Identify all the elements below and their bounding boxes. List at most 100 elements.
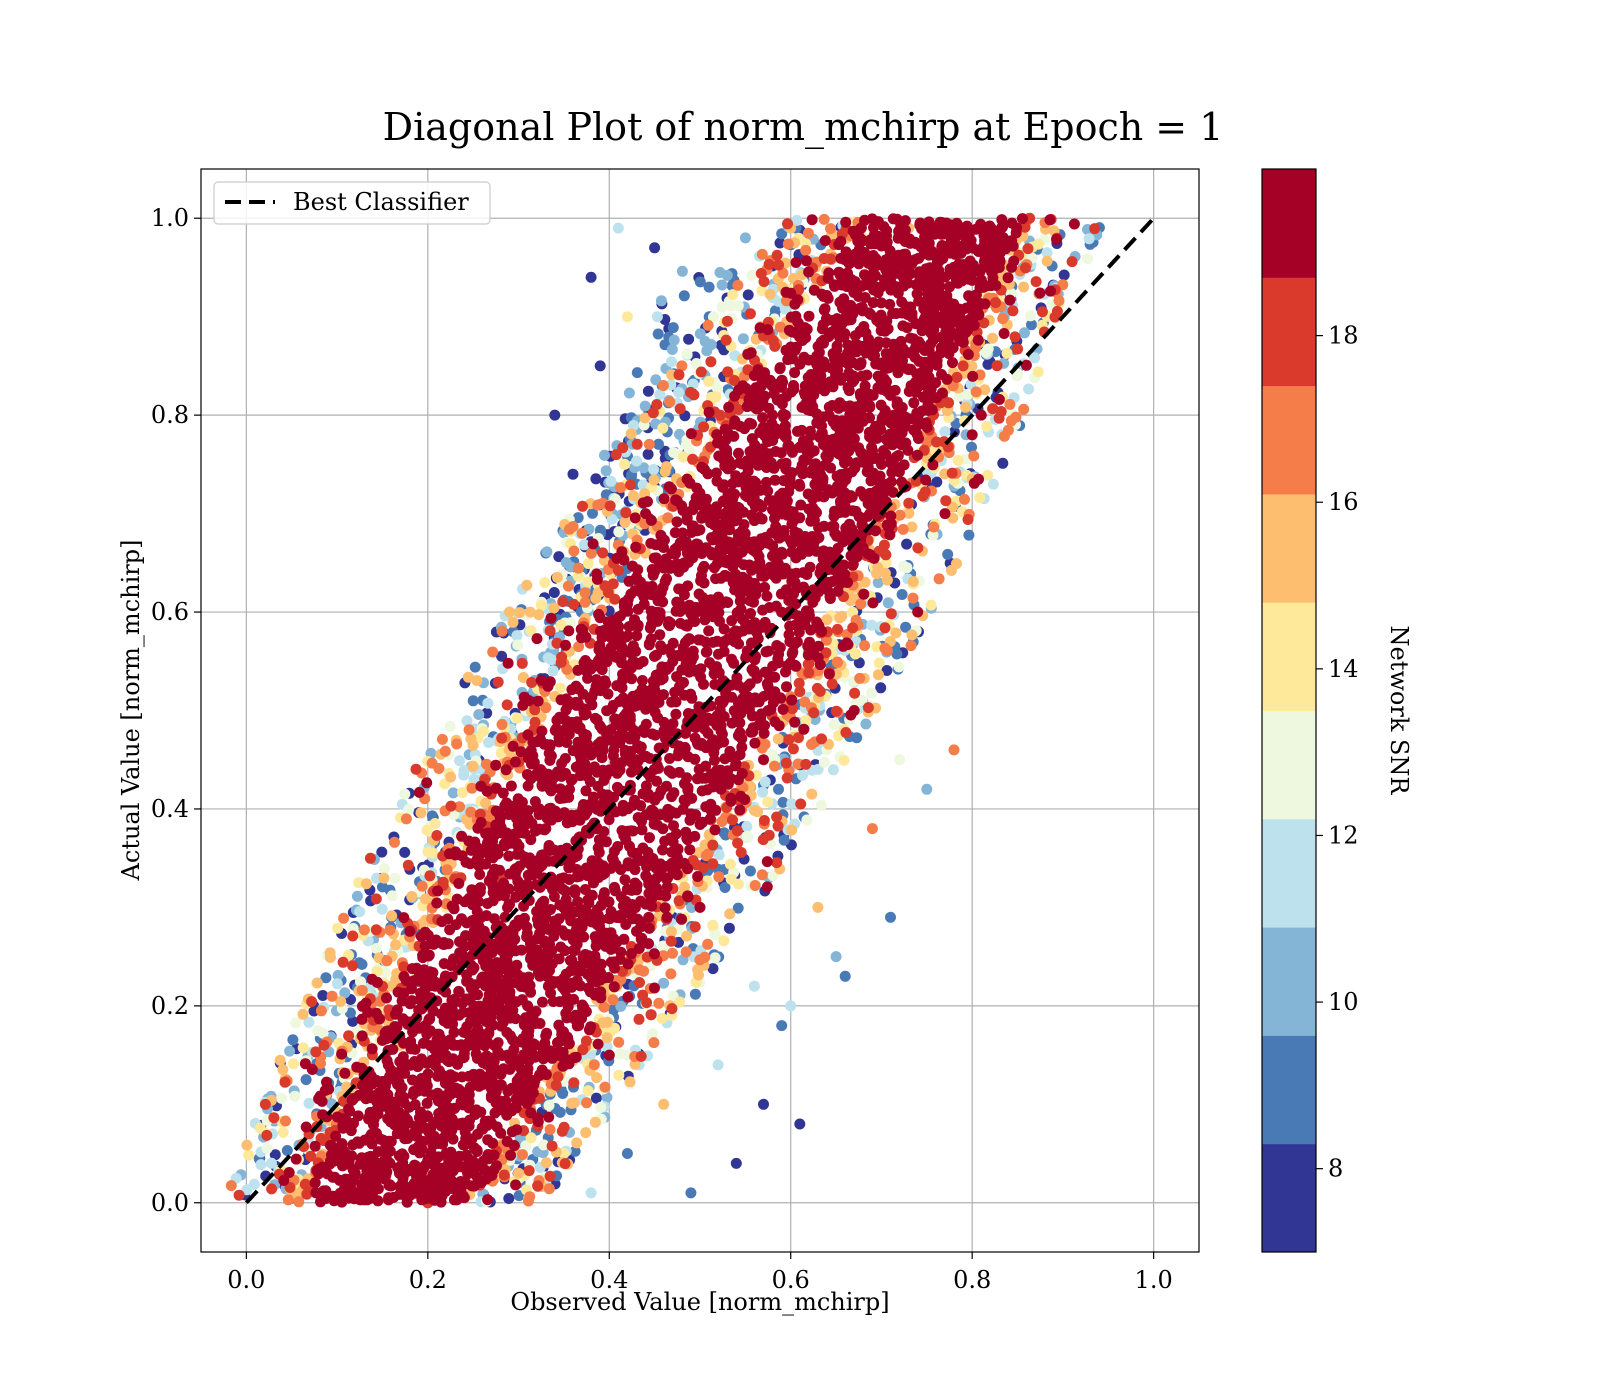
scatter-point <box>689 921 701 933</box>
scatter-point <box>654 629 666 641</box>
scatter-point <box>842 490 854 502</box>
scatter-point <box>594 360 606 372</box>
scatter-point <box>756 513 768 525</box>
scatter-point <box>700 850 712 862</box>
scatter-point <box>277 1126 289 1138</box>
scatter-point <box>625 766 637 778</box>
scatter-point <box>998 430 1010 442</box>
scatter-point <box>755 268 767 279</box>
scatter-point <box>514 607 526 619</box>
scatter-point <box>906 521 918 533</box>
scatter-point <box>471 675 483 686</box>
scatter-point <box>1029 352 1041 364</box>
scatter-point <box>656 1012 668 1024</box>
scatter-point <box>622 958 634 970</box>
scatter-point <box>749 805 760 816</box>
scatter-point <box>426 757 438 769</box>
scatter-point <box>940 495 952 507</box>
scatter-point <box>515 746 527 758</box>
scatter-point <box>866 687 878 699</box>
scatter-point <box>657 940 669 952</box>
scatter-point <box>823 668 835 680</box>
scatter-point <box>581 1097 593 1109</box>
scatter-point <box>284 1045 296 1057</box>
scatter-point <box>622 991 634 1003</box>
scatter-point <box>587 538 599 550</box>
scatter-point <box>480 797 492 809</box>
scatter-point <box>233 1189 245 1201</box>
scatter-point <box>496 719 508 730</box>
scatter-point <box>511 630 523 642</box>
scatter-point <box>880 557 892 569</box>
scatter-point <box>905 640 917 652</box>
scatter-point <box>655 295 667 307</box>
scatter-point <box>288 1058 299 1070</box>
scatter-point <box>576 527 588 539</box>
scatter-point <box>638 462 650 474</box>
scatter-point <box>780 757 792 769</box>
scatter-point <box>299 1058 311 1070</box>
scatter-point <box>709 952 721 964</box>
scatter-point <box>568 1077 580 1089</box>
scatter-point <box>749 439 761 451</box>
scatter-point <box>758 1098 769 1110</box>
scatter-point <box>665 926 677 938</box>
scatter-point <box>595 524 606 536</box>
scatter-point <box>547 665 559 677</box>
scatter-point <box>855 598 867 610</box>
scatter-point <box>351 890 363 902</box>
scatter-point <box>553 551 565 563</box>
scatter-point <box>539 824 550 836</box>
scatter-point <box>828 719 840 731</box>
scatter-point <box>1022 243 1034 255</box>
scatter-point <box>748 980 760 992</box>
scatter-point <box>615 482 627 494</box>
scatter-point <box>724 858 736 870</box>
scatter-point <box>885 608 897 620</box>
scatter-point <box>648 474 660 486</box>
scatter-point <box>790 257 802 268</box>
scatter-point <box>269 1149 281 1161</box>
scatter-point <box>324 947 336 959</box>
scatter-point <box>421 1097 433 1109</box>
scatter-point <box>769 305 781 317</box>
scatter-point <box>532 1180 544 1192</box>
scatter-point <box>445 800 457 812</box>
scatter-point <box>685 428 697 440</box>
scatter-point <box>677 451 689 463</box>
scatter-point <box>241 1139 253 1151</box>
scatter-point <box>681 348 693 360</box>
scatter-point <box>585 547 597 559</box>
scatter-point <box>320 972 332 984</box>
scatter-point <box>962 514 974 525</box>
scatter-point <box>505 1149 517 1161</box>
scatter-point <box>875 297 887 309</box>
scatter-point <box>631 367 643 379</box>
scatter-point <box>712 1059 724 1071</box>
scatter-point <box>1012 343 1024 355</box>
scatter-point <box>749 880 761 891</box>
scatter-point <box>463 724 475 736</box>
scatter-point <box>1019 327 1030 339</box>
scatter-point <box>601 1091 613 1103</box>
scatter-point <box>733 447 744 459</box>
scatter-point <box>305 1150 317 1162</box>
scatter-point <box>1018 403 1030 415</box>
scatter-point <box>659 902 671 914</box>
scatter-point <box>284 1182 296 1193</box>
scatter-point <box>504 606 515 618</box>
scatter-point <box>692 871 704 882</box>
scatter-point <box>928 521 940 533</box>
scatter-point <box>674 996 686 1008</box>
scatter-point <box>280 1115 291 1127</box>
scatter-point <box>473 709 485 720</box>
scatter-point <box>502 657 514 669</box>
scatter-point <box>619 874 631 886</box>
scatter-point <box>384 924 396 936</box>
scatter-point <box>758 815 770 826</box>
scatter-point <box>396 995 408 1007</box>
scatter-point <box>830 705 842 717</box>
scatter-point <box>577 500 588 512</box>
scatter-point <box>637 989 649 1001</box>
scatter-point <box>467 760 479 772</box>
